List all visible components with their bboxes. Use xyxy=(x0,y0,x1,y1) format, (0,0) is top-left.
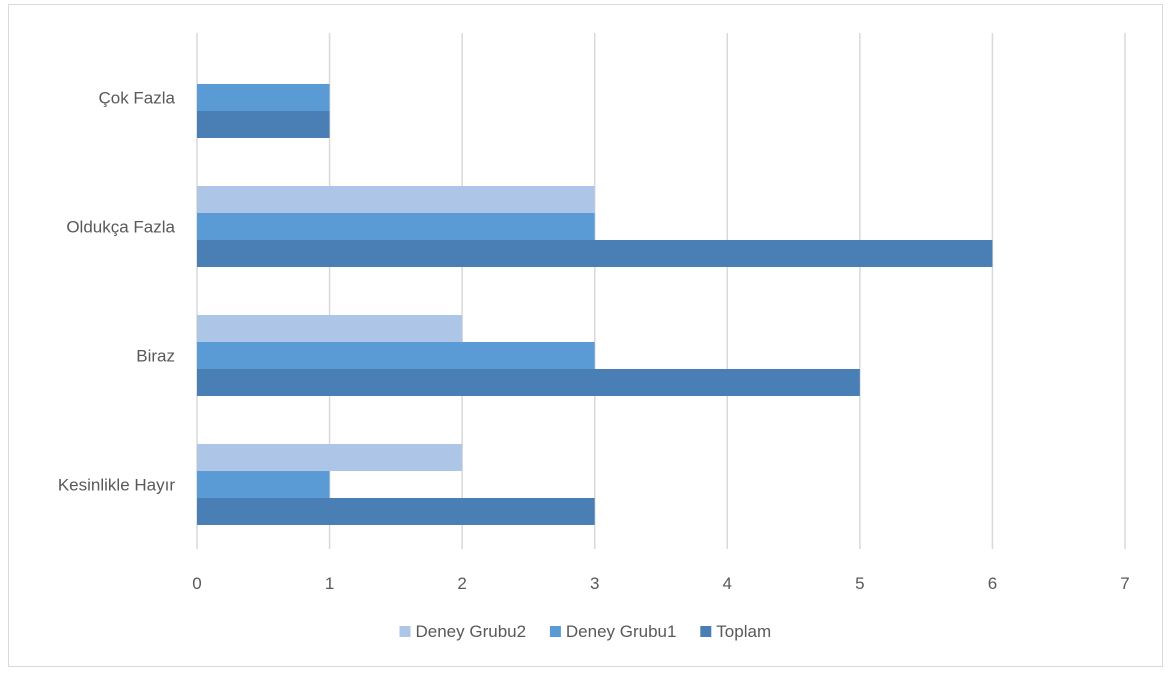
legend: Deney Grubu2 Deney Grubu1 Toplam xyxy=(399,622,771,641)
bar-toplam-kesinlikle-hayir xyxy=(197,498,595,525)
x-tick-label-7: 7 xyxy=(1120,574,1129,593)
bar-deney-grubu2-biraz xyxy=(197,315,463,342)
legend-label-deney-grubu1: Deney Grubu1 xyxy=(566,622,677,641)
category-label-cok-fazla: Çok Fazla xyxy=(98,89,175,108)
x-tick-label-1: 1 xyxy=(325,574,334,593)
bar-deney-grubu2-oldukca-fazla xyxy=(197,186,595,213)
x-tick-label-0: 0 xyxy=(192,574,201,593)
x-tick-label-5: 5 xyxy=(855,574,864,593)
bar-deney-grubu1-kesinlikle-hayir xyxy=(197,471,330,498)
legend-item-deney-grubu1: Deney Grubu1 xyxy=(549,622,677,641)
legend-item-toplam: Toplam xyxy=(700,622,771,641)
bar-toplam-biraz xyxy=(197,369,860,396)
category-label-biraz: Biraz xyxy=(136,347,175,366)
legend-label-toplam: Toplam xyxy=(716,622,771,641)
bar-toplam-cok-fazla xyxy=(197,111,330,138)
chart-frame: 0 1 2 3 4 5 6 7 Kesinlikle Hayır Biraz Oldukça Fa… xyxy=(8,4,1163,667)
bars xyxy=(197,84,993,525)
grid-lines xyxy=(196,33,1126,549)
x-tick-label-3: 3 xyxy=(590,574,599,593)
legend-swatch-deney-grubu1 xyxy=(549,626,561,637)
bar-chart: 0 1 2 3 4 5 6 7 Kesinlikle Hayır Biraz Oldukça Fa… xyxy=(58,33,1130,641)
bar-toplam-oldukca-fazla xyxy=(197,240,993,267)
bar-deney-grubu1-cok-fazla xyxy=(197,84,330,111)
bar-deney-grubu1-biraz xyxy=(197,342,595,369)
x-tick-label-2: 2 xyxy=(457,574,466,593)
x-tick-label-6: 6 xyxy=(988,574,997,593)
category-labels: Kesinlikle Hayır Biraz Oldukça Fazla Çok Fa… xyxy=(58,89,176,495)
category-label-oldukca-fazla: Oldukça Fazla xyxy=(66,218,175,237)
bar-deney-grubu2-kesinlikle-hayir xyxy=(197,444,463,471)
legend-swatch-toplam xyxy=(700,626,712,637)
x-axis-ticks: 0 1 2 3 4 5 6 7 xyxy=(192,574,1129,593)
legend-label-deney-grubu2: Deney Grubu2 xyxy=(416,622,527,641)
x-tick-label-4: 4 xyxy=(723,574,732,593)
legend-swatch-deney-grubu2 xyxy=(399,626,411,637)
bar-deney-grubu1-oldukca-fazla xyxy=(197,213,595,240)
category-label-kesinlikle-hayir: Kesinlikle Hayır xyxy=(58,476,175,495)
legend-item-deney-grubu2: Deney Grubu2 xyxy=(399,622,527,641)
